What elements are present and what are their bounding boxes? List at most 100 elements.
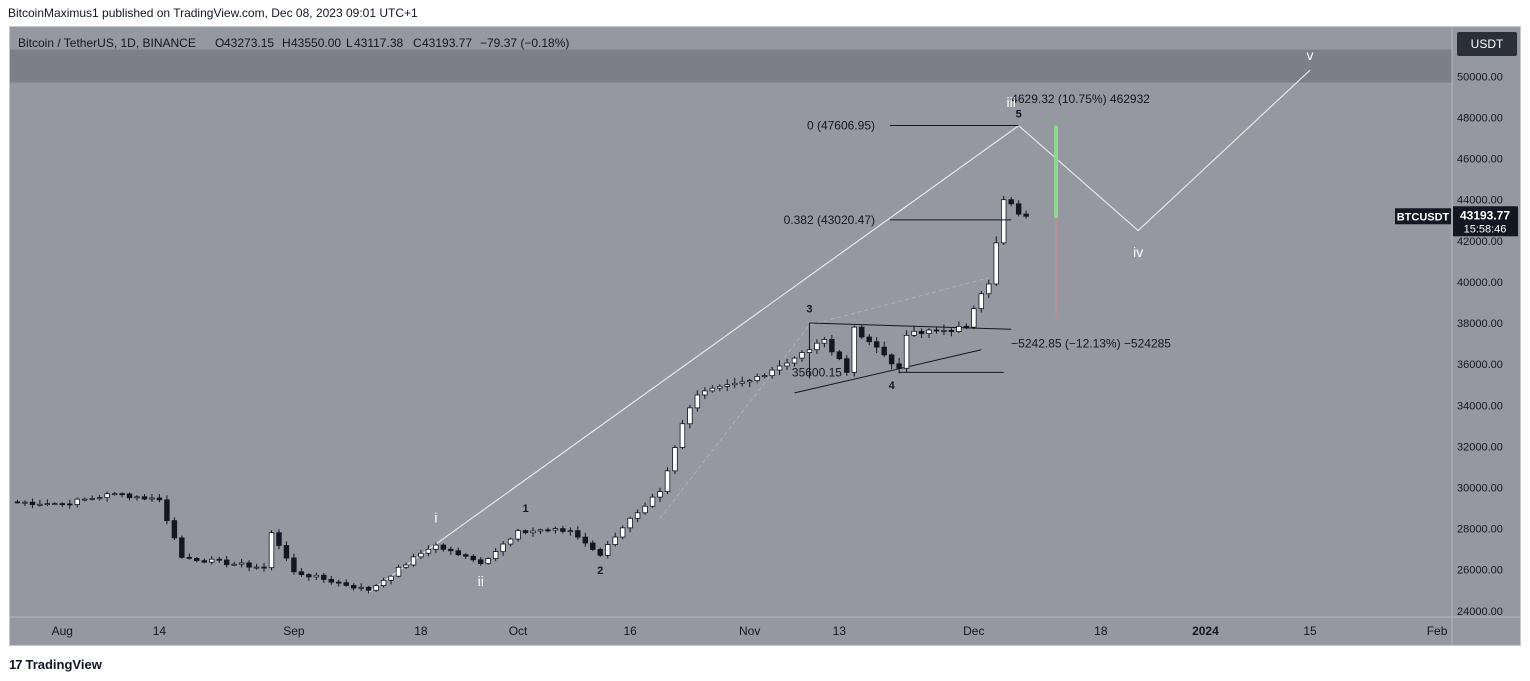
- candle: [104, 491, 110, 502]
- price-tick-label: 24000.00: [1457, 606, 1503, 618]
- candle: [380, 577, 387, 588]
- candle-body: [702, 390, 708, 396]
- candle: [59, 502, 66, 508]
- candle-body: [507, 538, 514, 545]
- candle: [986, 279, 992, 298]
- time-axis[interactable]: Aug 14 Sep 18 Oct 16 Nov 13 Dec 18 2024 15 Feb: [10, 616, 1521, 638]
- candle-body: [22, 501, 28, 504]
- candle-body: [253, 566, 260, 569]
- price-axis[interactable]: 24000.00 26000.00 28000.00 30000.00 32000.00…: [1451, 27, 1503, 646]
- candle: [642, 502, 648, 515]
- candle-body: [74, 498, 80, 505]
- candle-body: [246, 562, 252, 568]
- price-tick-label: 36000.00: [1457, 359, 1503, 371]
- candle: [672, 444, 678, 475]
- candle: [1023, 210, 1029, 219]
- candle: [836, 349, 843, 361]
- measure-label: 4629.32 (10.75%) 462932: [1011, 92, 1150, 106]
- price-tag-value: 43193.77: [1460, 208, 1510, 222]
- candle-body: [672, 447, 678, 472]
- candle: [440, 543, 447, 552]
- candle-body: [866, 336, 872, 343]
- candle: [612, 532, 618, 547]
- candle-body: [851, 326, 857, 373]
- candle: [358, 583, 364, 592]
- candle-body: [537, 529, 544, 532]
- candle-body: [582, 536, 589, 544]
- candle: [679, 420, 686, 450]
- candle-body: [216, 558, 222, 561]
- candle-body: [358, 586, 364, 589]
- candlestick-series: [14, 195, 1029, 594]
- candle: [619, 525, 626, 540]
- time-tick-label: Aug: [52, 624, 73, 638]
- price-tick-label: 42000.00: [1457, 236, 1503, 248]
- candle: [14, 499, 21, 504]
- candle-body: [649, 496, 656, 507]
- candle-body: [395, 566, 402, 577]
- candle-body: [694, 394, 701, 409]
- candle-body: [81, 498, 88, 501]
- candle: [1015, 200, 1022, 217]
- candle: [560, 525, 566, 534]
- candle: [373, 584, 379, 592]
- candle-body: [903, 334, 910, 369]
- candle: [978, 290, 985, 313]
- candle: [702, 387, 708, 399]
- candle-body: [440, 544, 447, 550]
- time-tick-label: 14: [153, 624, 167, 638]
- candle-body: [283, 545, 290, 559]
- candle-body: [642, 505, 648, 514]
- candle-body: [844, 358, 850, 373]
- chart-frame[interactable]: 0 (47606.95) 0.382 (43020.47) 4629.32 (10…: [9, 26, 1521, 646]
- candle: [111, 491, 118, 496]
- candle-body: [657, 491, 663, 498]
- candle-body: [933, 329, 940, 332]
- candle-body: [313, 574, 320, 578]
- legend-low-label: L: [346, 36, 353, 50]
- candle: [89, 495, 95, 501]
- candle-body: [612, 536, 618, 545]
- legend-close-label: C: [413, 36, 422, 50]
- candle-body: [971, 308, 977, 328]
- candle-body: [485, 558, 491, 564]
- candle: [806, 346, 813, 356]
- price-tick-label: 50000.00: [1457, 71, 1503, 83]
- candle: [433, 542, 439, 554]
- candle: [552, 526, 559, 534]
- price-tick-label: 46000.00: [1457, 154, 1503, 166]
- candle: [455, 547, 462, 557]
- candle-body: [530, 530, 536, 534]
- price-tick-label: 30000.00: [1457, 482, 1503, 494]
- candle-body: [52, 503, 58, 506]
- legend-high-value: 43550.00: [291, 36, 341, 50]
- candle-body: [343, 582, 349, 586]
- time-tick-label: 13: [833, 624, 847, 638]
- candle-body: [201, 560, 207, 563]
- candle: [126, 492, 133, 501]
- candle-body: [44, 503, 51, 506]
- candle-body: [664, 470, 671, 492]
- candle-body: [948, 330, 955, 332]
- currency-badge[interactable]: [1457, 32, 1517, 56]
- candle-body: [59, 503, 66, 506]
- price-chart[interactable]: 0 (47606.95) 0.382 (43020.47) 4629.32 (10…: [10, 27, 1521, 646]
- candle: [537, 528, 544, 535]
- candle: [149, 493, 155, 502]
- candle-body: [96, 497, 103, 500]
- candle-body: [679, 423, 686, 448]
- candle: [993, 236, 999, 287]
- fib-level-label: 0.382 (43020.47): [784, 213, 875, 227]
- candle: [649, 493, 656, 508]
- candle: [268, 530, 275, 571]
- candle-body: [829, 339, 835, 353]
- candle-body: [806, 349, 813, 353]
- wave-label: 2: [597, 565, 603, 577]
- tradingview-brand[interactable]: 17 TradingView: [9, 657, 102, 672]
- candle: [590, 540, 596, 551]
- candle-body: [799, 352, 805, 359]
- candle-body: [888, 354, 895, 365]
- candle-body: [306, 574, 312, 578]
- candle-body: [836, 351, 843, 360]
